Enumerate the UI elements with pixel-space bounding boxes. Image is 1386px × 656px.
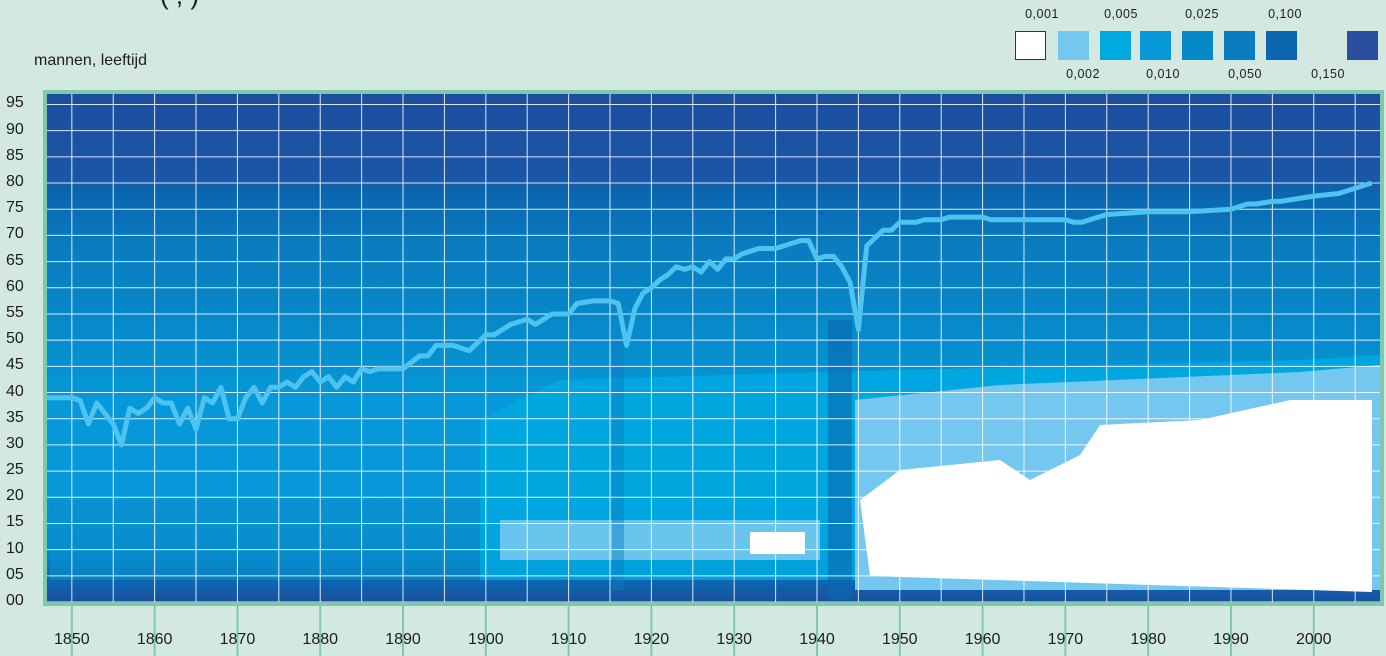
y-tick-label: 00 bbox=[6, 592, 24, 609]
y-axis-title: mannen, leeftijd bbox=[34, 52, 147, 69]
legend-label-top-4: 0,100 bbox=[1268, 7, 1302, 21]
y-tick-label: 90 bbox=[6, 120, 24, 138]
y-tick-label: 75 bbox=[6, 199, 24, 217]
x-tick-label: 1980 bbox=[1130, 631, 1166, 648]
x-tick-label: 1930 bbox=[716, 631, 752, 648]
y-tick-label: 35 bbox=[6, 408, 24, 426]
legend-label-bottom-2: 0,010 bbox=[1146, 67, 1180, 81]
y-tick-label: 05 bbox=[6, 565, 24, 583]
legend-swatch-3 bbox=[1100, 31, 1131, 60]
x-tick-label: 1990 bbox=[1213, 631, 1249, 648]
war-band-1918 bbox=[612, 340, 624, 590]
region-light-early bbox=[50, 500, 480, 580]
y-tick-label: 15 bbox=[6, 513, 24, 531]
legend-swatch-7 bbox=[1266, 31, 1297, 60]
legend-label-top-1: 0,001 bbox=[1025, 7, 1059, 21]
legend-label-bottom-3: 0,050 bbox=[1228, 67, 1262, 81]
x-tick-label: 1920 bbox=[633, 631, 670, 648]
x-tick-label: 2000 bbox=[1295, 631, 1332, 648]
legend-swatch-8 bbox=[1347, 31, 1378, 60]
y-tick-label: 80 bbox=[6, 173, 24, 191]
x-tick-label: 1950 bbox=[881, 631, 918, 648]
plot-frame bbox=[43, 90, 1384, 606]
y-tick-label: 60 bbox=[6, 277, 24, 295]
y-tick-label: 25 bbox=[6, 461, 24, 479]
legend-swatch-5 bbox=[1182, 31, 1213, 60]
region-white bbox=[860, 400, 1372, 592]
truncated-title: ( , ) bbox=[160, 0, 199, 11]
legend-label-top-3: 0,025 bbox=[1185, 7, 1219, 21]
y-tick-label: 30 bbox=[6, 434, 24, 452]
x-tick-label: 1870 bbox=[219, 631, 256, 648]
x-tick-label: 1910 bbox=[550, 631, 587, 648]
y-tick-label: 45 bbox=[6, 356, 24, 374]
x-tick-marks bbox=[70, 604, 1315, 656]
y-tick-label: 50 bbox=[6, 330, 24, 348]
legend-swatch-6 bbox=[1224, 31, 1255, 60]
y-tick-label: 10 bbox=[6, 539, 24, 557]
x-tick-label: 1890 bbox=[385, 631, 421, 648]
y-tick-label: 20 bbox=[6, 487, 24, 505]
legend-swatch-2 bbox=[1058, 31, 1089, 60]
war-band-1944 bbox=[828, 320, 852, 600]
color-legend: 0,001 0,005 0,025 0,100 0,002 0,010 0,05… bbox=[1010, 0, 1386, 96]
x-tick-label: 1850 bbox=[54, 631, 90, 648]
plot-area bbox=[47, 94, 1380, 603]
y-tick-label: 65 bbox=[6, 251, 24, 269]
legend-label-bottom-4: 0,150 bbox=[1311, 67, 1345, 81]
region-white-1940s bbox=[750, 532, 805, 554]
life-expectancy-line bbox=[47, 180, 1373, 448]
legend-swatch-1 bbox=[1015, 31, 1046, 60]
y-tick-label: 40 bbox=[6, 382, 24, 400]
x-tick-label: 1960 bbox=[964, 631, 1001, 648]
y-tick-label: 85 bbox=[6, 146, 24, 164]
y-tick-label: 95 bbox=[6, 94, 24, 112]
x-tick-label: 1880 bbox=[302, 631, 339, 648]
x-tick-label: 1860 bbox=[136, 631, 173, 648]
legend-label-top-2: 0,005 bbox=[1104, 7, 1138, 21]
y-tick-label: 55 bbox=[6, 303, 24, 321]
y-tick-label: 70 bbox=[6, 225, 24, 243]
x-tick-label: 1970 bbox=[1047, 631, 1084, 648]
legend-swatch-4 bbox=[1140, 31, 1171, 60]
x-tick-label: 1940 bbox=[799, 631, 835, 648]
legend-label-bottom-1: 0,002 bbox=[1066, 67, 1100, 81]
x-tick-label: 1900 bbox=[468, 631, 504, 648]
